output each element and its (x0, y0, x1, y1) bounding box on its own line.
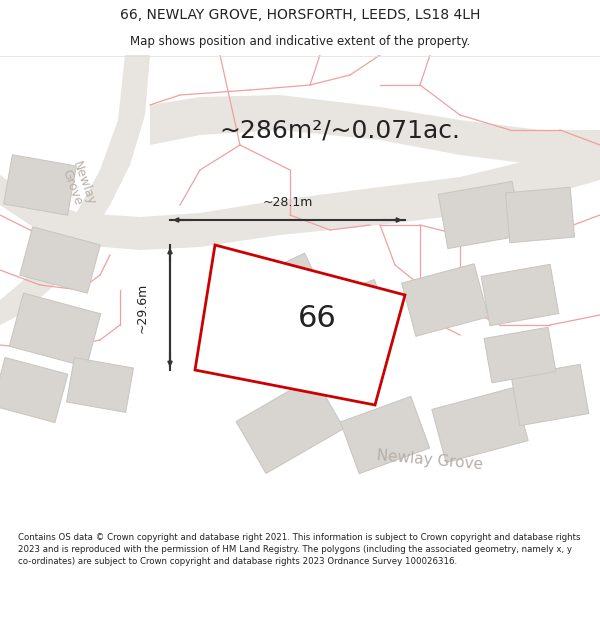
Polygon shape (511, 364, 589, 426)
Text: ~286m²/~0.071ac.: ~286m²/~0.071ac. (220, 118, 461, 142)
Polygon shape (20, 227, 100, 293)
Polygon shape (0, 357, 68, 422)
Text: Newlay
Grove: Newlay Grove (58, 159, 98, 211)
Polygon shape (4, 155, 76, 215)
Polygon shape (0, 145, 600, 250)
Text: 66, NEWLAY GROVE, HORSFORTH, LEEDS, LS18 4LH: 66, NEWLAY GROVE, HORSFORTH, LEEDS, LS18… (120, 8, 480, 22)
Polygon shape (481, 264, 559, 326)
Text: Contains OS data © Crown copyright and database right 2021. This information is : Contains OS data © Crown copyright and d… (18, 533, 581, 566)
Polygon shape (401, 264, 488, 336)
Polygon shape (484, 328, 556, 382)
Polygon shape (150, 95, 600, 165)
Polygon shape (195, 245, 405, 405)
Polygon shape (438, 181, 522, 249)
Polygon shape (308, 279, 391, 351)
Polygon shape (236, 376, 344, 474)
Polygon shape (9, 293, 101, 367)
Polygon shape (505, 188, 575, 242)
Text: ~28.1m: ~28.1m (262, 196, 313, 209)
Polygon shape (0, 55, 150, 325)
Polygon shape (432, 388, 528, 462)
Text: Newlay Grove: Newlay Grove (376, 448, 484, 472)
Polygon shape (340, 396, 430, 474)
Text: Map shows position and indicative extent of the property.: Map shows position and indicative extent… (130, 35, 470, 48)
Text: ~29.6m: ~29.6m (136, 282, 149, 332)
Polygon shape (67, 357, 133, 412)
Text: 66: 66 (298, 304, 337, 333)
Polygon shape (232, 253, 328, 337)
